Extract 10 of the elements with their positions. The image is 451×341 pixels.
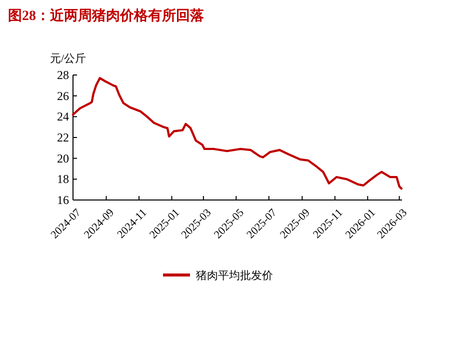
y-tick-label: 18 <box>57 172 69 186</box>
legend-label: 猪肉平均批发价 <box>196 269 273 282</box>
y-tick-label: 22 <box>57 130 69 144</box>
y-tick-label: 16 <box>57 193 69 207</box>
y-axis-title: 元/公斤 <box>50 52 86 65</box>
y-tick-label: 26 <box>57 88 69 103</box>
title: 图28：近两周猪肉价格有所回落 <box>8 9 204 24</box>
y-tick-label: 24 <box>57 110 69 124</box>
y-tick-label: 28 <box>57 68 69 82</box>
y-tick-label: 20 <box>57 151 69 166</box>
